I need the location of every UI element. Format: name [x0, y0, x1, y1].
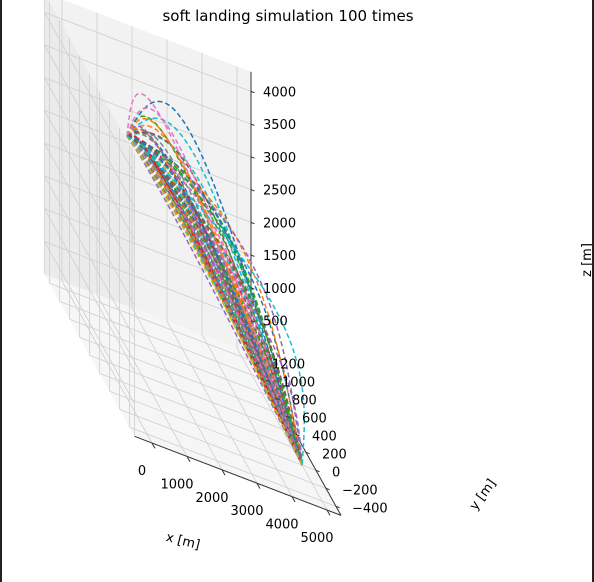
z-tick-mark: [250, 287, 255, 290]
trajectory-line: [126, 131, 303, 466]
z-tick-label: 3500: [263, 118, 296, 133]
z-tick-mark: [250, 221, 255, 225]
z-tick-mark: [250, 189, 255, 192]
y-axis-label: y [m]: [467, 477, 499, 514]
z-tick-label: 1000: [263, 282, 296, 297]
trajectory-line: [126, 135, 303, 466]
x-axis-label: x [m]: [164, 530, 201, 553]
grid-line-y: [79, 336, 287, 417]
grid-line-y: [49, 282, 257, 363]
grid-line-z: [44, 208, 252, 289]
grid-line-z: [44, 44, 252, 125]
y-tick-mark: [265, 379, 270, 383]
x-tick-mark: [291, 496, 296, 503]
trajectory-line: [126, 130, 303, 466]
grid-line-z: [44, 241, 135, 404]
trajectory-line: [126, 135, 303, 466]
y-tick-mark: [295, 433, 300, 437]
y-tick-mark: [335, 505, 340, 509]
y-tick-label: 600: [302, 411, 327, 426]
grid-line-z: [44, 241, 252, 321]
trajectory-line: [126, 117, 303, 466]
grid-line-y: [109, 390, 317, 471]
y-tick-label: −200: [342, 483, 378, 498]
y-tick-mark: [255, 361, 260, 365]
grid-line-y: [59, 300, 267, 381]
series-group: [126, 92, 306, 466]
x-tick-label: 3000: [230, 504, 263, 519]
y-tick-label: −400: [352, 501, 388, 516]
grid-line-z: [44, 142, 252, 223]
trajectory-line: [126, 133, 303, 466]
grid-line-y: [129, 426, 337, 507]
x-tick-mark: [221, 469, 226, 476]
grid-line-z: [44, 77, 252, 158]
grid-line-z: [44, 12, 135, 175]
x-tick-mark: [151, 442, 156, 449]
y-tick-mark: [305, 451, 310, 455]
y-tick-label: 200: [322, 447, 347, 462]
chart-title: soft landing simulation 100 times: [162, 7, 413, 25]
trajectory-line: [126, 135, 303, 466]
z-tick-label: 3000: [263, 151, 296, 166]
grid-line-z: [44, 110, 135, 273]
y-tick-label: 1000: [282, 375, 315, 390]
z-tick-mark: [250, 90, 255, 94]
trajectory-line: [126, 135, 303, 466]
z-tick-label: 1500: [263, 249, 296, 264]
z-tick-mark: [250, 254, 255, 257]
tick-group: 010002000300040005000−400−20002004006008…: [138, 85, 388, 546]
grid-line-z: [44, 77, 135, 240]
trajectory-line: [126, 135, 303, 466]
trajectory-line: [126, 135, 303, 466]
grid-line-z: [44, 175, 135, 339]
y-tick-label: 1200: [272, 357, 305, 372]
grid-line-z: [44, 44, 135, 208]
y-tick-label: 800: [292, 393, 317, 408]
z-tick-label: 2500: [263, 184, 296, 199]
trajectory-line: [126, 124, 303, 466]
x-tick-mark: [186, 456, 191, 463]
x-tick-label: 4000: [265, 518, 298, 533]
z-tick-label: 2000: [263, 216, 296, 231]
x-tick-label: 2000: [195, 491, 228, 506]
y-tick-mark: [275, 397, 280, 401]
trajectory-line: [126, 100, 303, 466]
z-tick-mark: [250, 320, 255, 323]
z-axis-label: z [m]: [580, 243, 592, 277]
x-tick-label: 0: [138, 464, 146, 479]
y-tick-label: 400: [312, 429, 337, 444]
grid-line-y: [89, 354, 297, 435]
z-tick-mark: [250, 156, 255, 159]
grid-line-z: [44, 143, 135, 306]
grid-line-z: [44, 11, 252, 92]
trajectory-line: [126, 135, 306, 466]
z-tick-label: 4000: [263, 85, 296, 100]
y-tick-mark: [285, 415, 290, 419]
grid-line-y: [99, 372, 307, 453]
trajectory-line: [126, 135, 303, 466]
trajectory-line: [126, 135, 303, 466]
trajectory-line: [126, 135, 303, 466]
x-tick-mark: [256, 482, 261, 489]
x-tick-mark: [326, 509, 331, 516]
y-tick-label: 0: [332, 465, 340, 480]
y-tick-mark: [325, 487, 330, 491]
z-tick-mark: [250, 123, 255, 126]
trajectory-line: [126, 107, 303, 466]
grid-line-y: [69, 318, 277, 399]
x-axis-line: [134, 435, 342, 516]
grid-line-y: [119, 408, 327, 489]
y-tick-mark: [315, 469, 320, 473]
x-tick-label: 1000: [160, 477, 193, 492]
grid-line-z: [44, 208, 135, 371]
trajectory-line: [126, 135, 303, 466]
z-tick-label: 500: [263, 315, 288, 330]
x-tick-label: 5000: [300, 531, 333, 546]
